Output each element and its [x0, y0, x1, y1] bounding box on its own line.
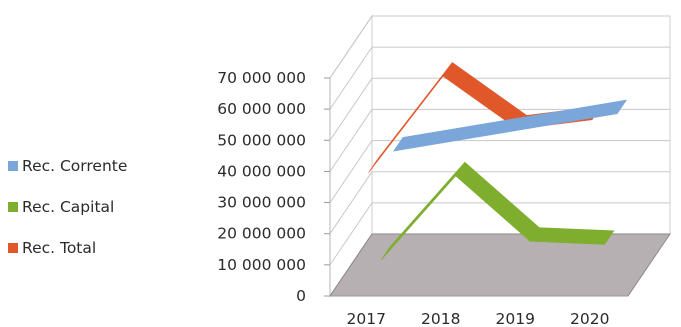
legend-item-rec-capital: Rec. Capital: [8, 186, 127, 227]
legend-label: Rec. Corrente: [22, 156, 128, 175]
gridline: [329, 171, 670, 234]
legend-item-rec-corrente: Rec. Corrente: [8, 145, 127, 186]
series-ribbons: [368, 62, 628, 261]
y-tick-label: 20 000 000: [217, 225, 306, 243]
ribbon-segment: [393, 124, 479, 152]
y-tick-label: 60 000 000: [217, 100, 306, 118]
y-tick-label: 30 000 000: [217, 194, 306, 212]
gridline: [329, 202, 670, 266]
series-rec-corrente: [393, 99, 628, 152]
ribbon-segment: [368, 62, 453, 173]
ribbon-segment: [455, 161, 540, 242]
legend-item-rec-total: Rec. Total: [8, 227, 127, 268]
y-tick-label: 70 000 000: [217, 69, 306, 87]
x-tick-label: 2020: [570, 310, 609, 327]
gridline: [329, 15, 670, 79]
ribbon-segment: [529, 227, 615, 245]
gridline: [329, 46, 670, 110]
x-tick-label: 2019: [496, 310, 535, 327]
y-tick-label: 40 000 000: [217, 162, 306, 180]
legend-label: Rec. Capital: [22, 197, 115, 216]
y-tick-label: 10 000 000: [217, 256, 306, 274]
legend: Rec. Corrente Rec. Capital Rec. Total: [8, 145, 127, 268]
x-tick-label: 2017: [347, 310, 386, 327]
gridline: [329, 77, 670, 141]
series-rec-capital: [380, 161, 615, 261]
x-tick-label: 2018: [421, 310, 460, 327]
floor-plane: [329, 233, 671, 297]
x-axis-ticks: 2017 2018 2019 2020: [347, 310, 610, 327]
gridline: [329, 140, 670, 203]
y-axis-ticks: 0 10 000 000 20 000 000 30 000 000 40 000 00…: [217, 69, 330, 305]
y-tick-label: 0: [296, 287, 306, 305]
ribbon-segment: [542, 99, 628, 127]
legend-swatch: [8, 201, 18, 212]
y-tick-label: 50 000 000: [217, 131, 306, 149]
legend-label: Rec. Total: [22, 238, 97, 257]
legend-swatch: [8, 160, 18, 171]
chart-floor: [329, 233, 671, 297]
legend-swatch: [8, 242, 18, 253]
